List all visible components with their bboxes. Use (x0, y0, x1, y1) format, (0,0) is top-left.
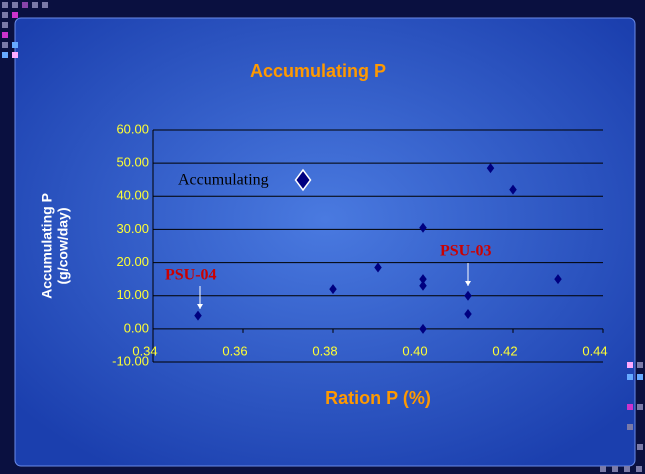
annotation: PSU-03 (440, 243, 492, 260)
point (419, 323, 427, 334)
x-tick-label: 0.42 (492, 343, 517, 358)
decor-bottom-right (600, 362, 643, 472)
y-tick-label: 60.00 (116, 121, 149, 136)
y-tick-label: 30.00 (116, 221, 149, 236)
x-tick-label: 0.34 (132, 343, 157, 358)
annotation-arrowhead (197, 304, 203, 309)
point (374, 262, 382, 273)
point (419, 280, 427, 291)
x-tick-label: 0.44 (582, 343, 607, 358)
point (194, 310, 202, 321)
annotation-arrowhead (465, 281, 471, 286)
x-tick-label: 0.40 (402, 343, 427, 358)
y-axis-label: Accumulating P (39, 193, 55, 299)
y-tick-label: 40.00 (116, 188, 149, 203)
legend-marker (294, 168, 312, 192)
y-tick-label: 0.00 (124, 320, 149, 335)
annotation: PSU-04 (165, 267, 217, 284)
legend-label: Accumulating (178, 172, 269, 189)
x-tick-label: 0.36 (222, 343, 247, 358)
point (419, 222, 427, 233)
point (486, 163, 495, 174)
point (509, 184, 517, 195)
point (554, 274, 562, 285)
y-tick-label: 50.00 (116, 155, 149, 170)
point (464, 308, 472, 319)
point (464, 290, 472, 301)
x-axis-label: Ration P (%) (325, 388, 431, 408)
point (419, 274, 427, 285)
y-tick-label: 20.00 (116, 254, 149, 269)
y-axis-label: (g/cow/day) (55, 207, 71, 284)
x-tick-label: 0.38 (312, 343, 337, 358)
decor-top-left (2, 2, 48, 58)
y-tick-label: 10.00 (116, 287, 149, 302)
point (329, 284, 337, 295)
chart-title: Accumulating P (250, 61, 386, 81)
y-tick-label: -10.00 (112, 353, 149, 368)
